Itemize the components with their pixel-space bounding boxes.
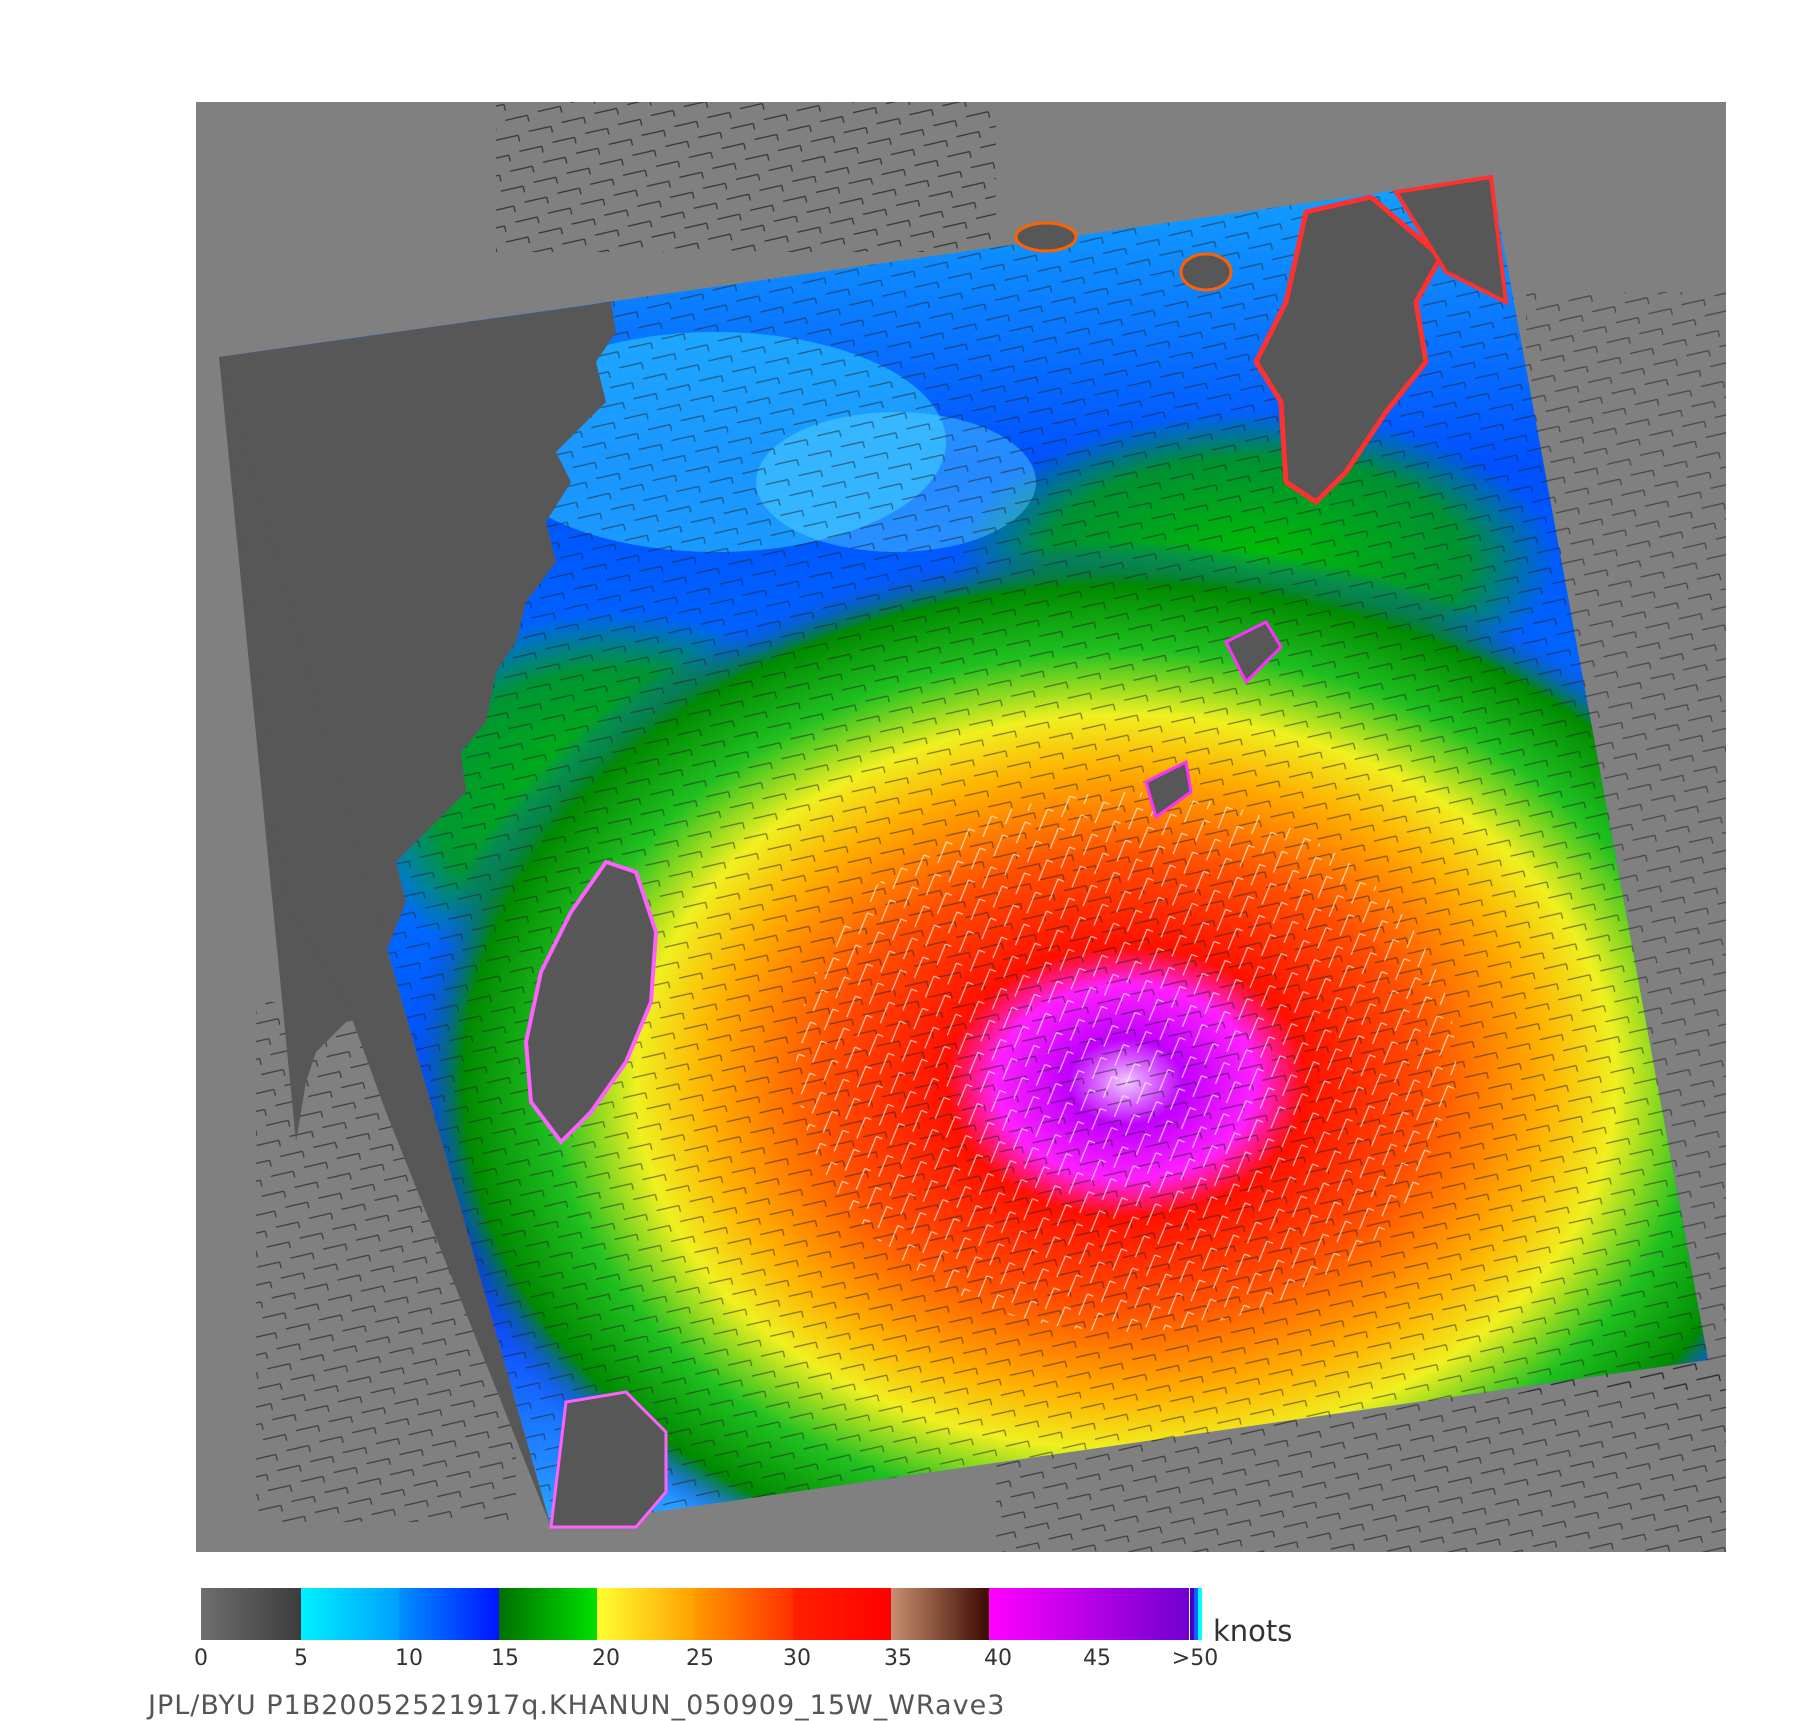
color-scale-segment: [499, 1588, 597, 1640]
color-scale-tick: 45: [1083, 1646, 1111, 1671]
color-scale-segment: [793, 1588, 891, 1640]
color-scale-cap: [1198, 1588, 1202, 1640]
color-scale-cap: [1194, 1588, 1198, 1640]
color-scale-segment: [301, 1588, 399, 1640]
color-scale-tick: 20: [592, 1646, 620, 1671]
wind-speed-map: [196, 102, 1726, 1552]
color-scale-tick: >50: [1171, 1646, 1219, 1671]
color-scale-segment: [597, 1588, 695, 1640]
image-caption: JPL/BYU P1B20052521917q.KHANUN_050909_15…: [148, 1690, 1006, 1721]
color-scale-segment: [399, 1588, 499, 1640]
color-scale-segment: [201, 1588, 301, 1640]
color-scale-end-caps: [1190, 1588, 1204, 1640]
scatterometer-swath: [219, 102, 1726, 1552]
color-scale-tick: 30: [783, 1646, 811, 1671]
color-scale-tick: 0: [194, 1646, 208, 1671]
color-scale-tick: 25: [686, 1646, 714, 1671]
color-scale-tick: 5: [294, 1646, 308, 1671]
color-scale-tick: 15: [491, 1646, 519, 1671]
color-scale-unit: knots: [1213, 1614, 1293, 1648]
color-scale-segment: [989, 1588, 1189, 1640]
color-scale-bar: [201, 1588, 1205, 1640]
color-scale-segment: [695, 1588, 793, 1640]
color-scale-segment: [891, 1588, 989, 1640]
color-scale-tick: 40: [984, 1646, 1012, 1671]
land-masses: [219, 174, 1509, 1529]
color-scale-tick: 35: [884, 1646, 912, 1671]
color-scale-tick: 10: [395, 1646, 423, 1671]
color-scale-cap: [1190, 1588, 1194, 1640]
